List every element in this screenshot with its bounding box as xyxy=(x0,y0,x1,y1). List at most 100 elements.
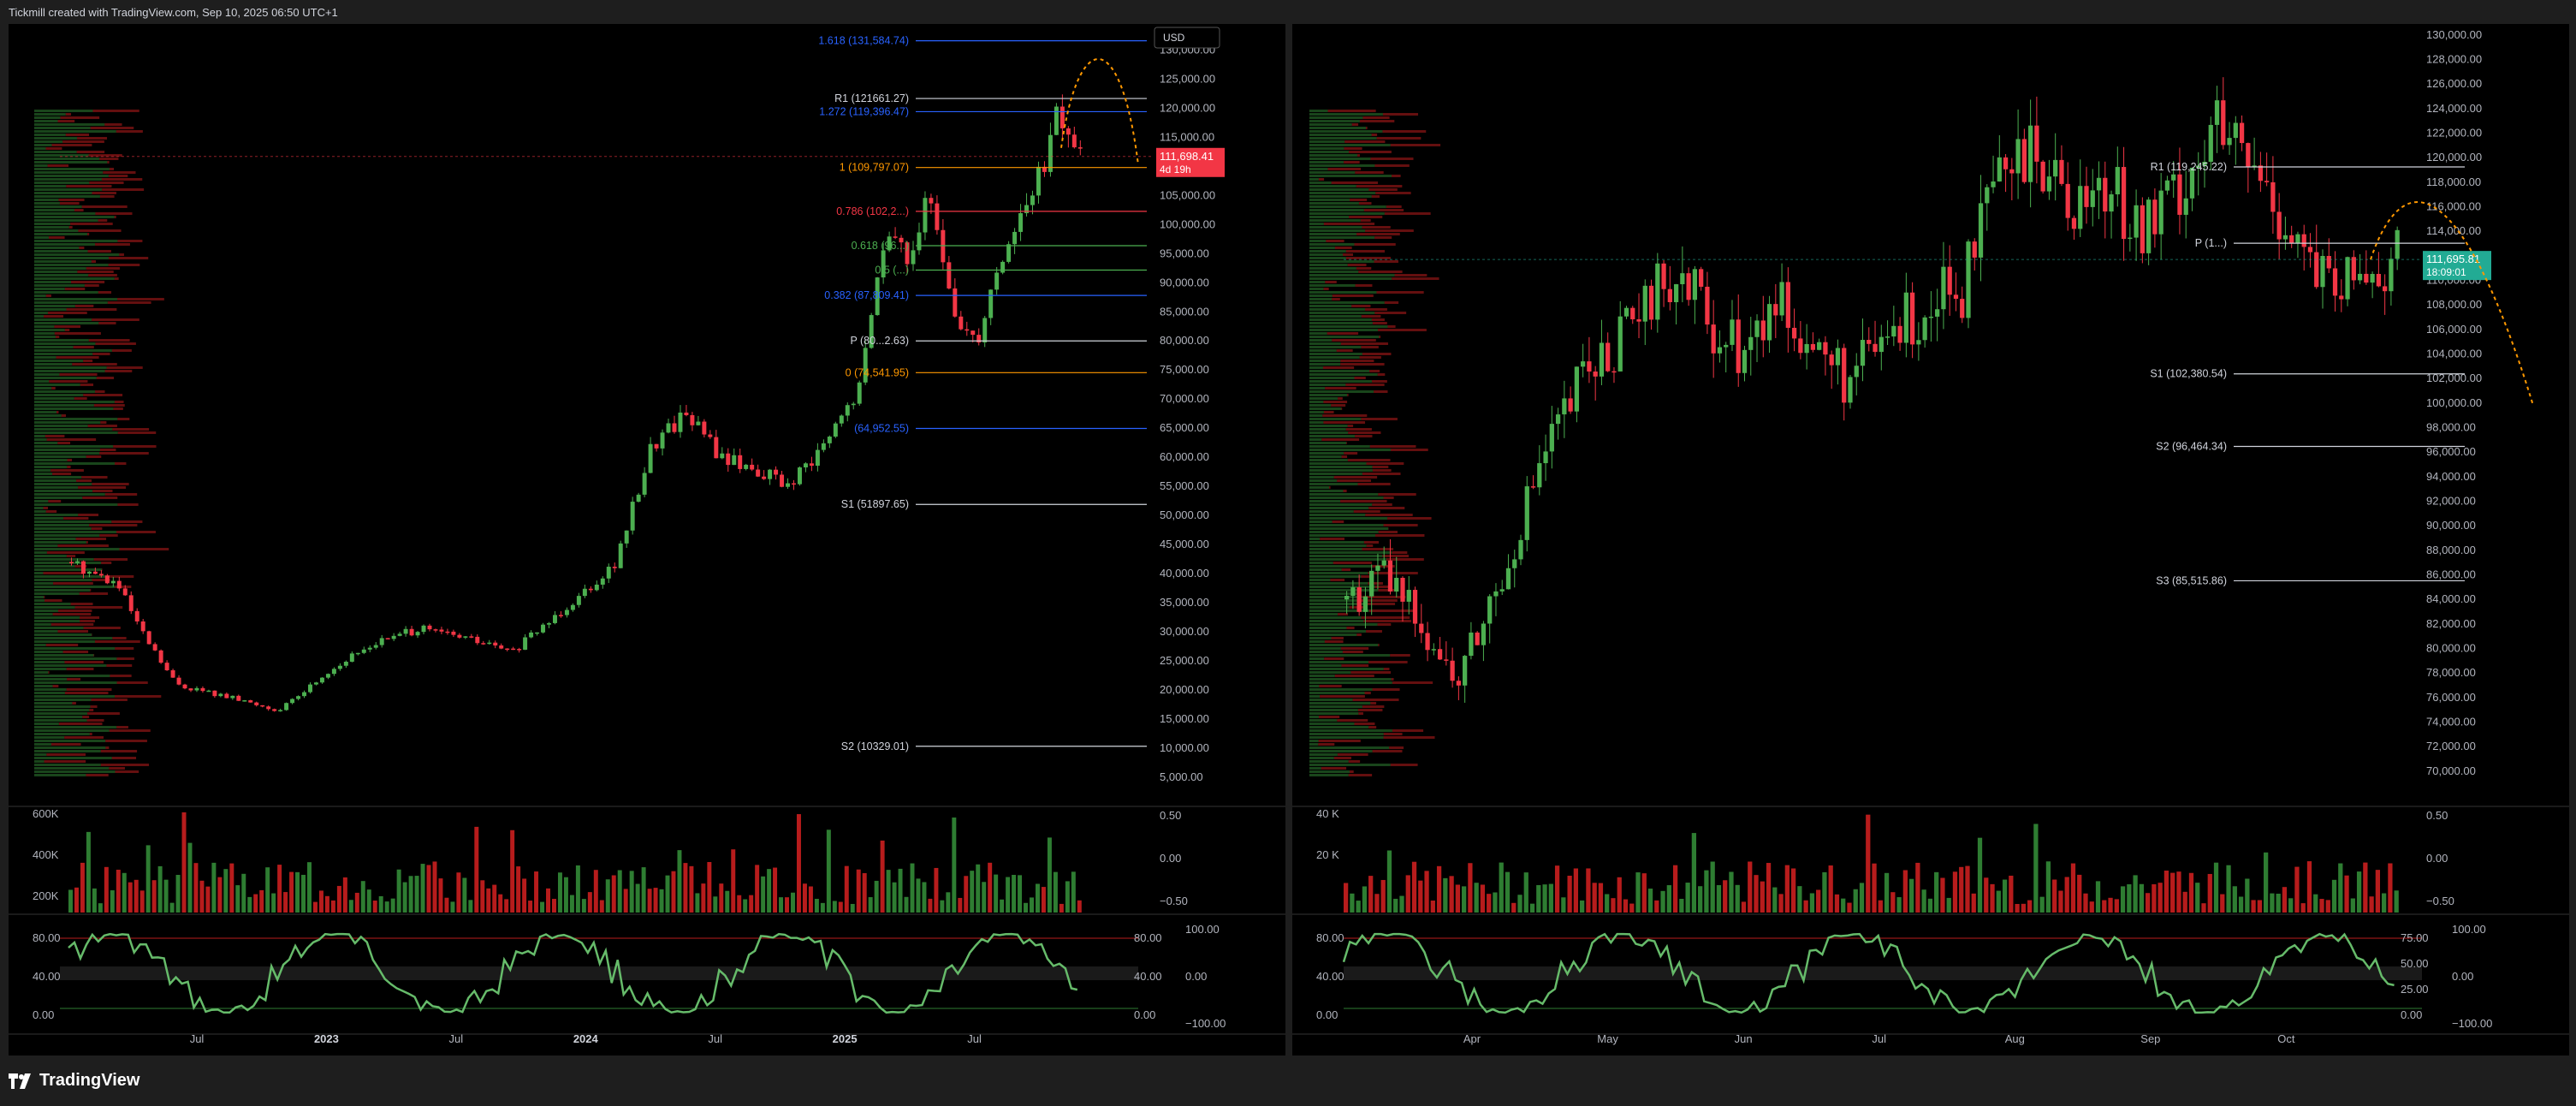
volume-bar xyxy=(1816,889,1821,913)
osc2-left-label: 80.00 xyxy=(33,931,61,944)
volume-profile-bar-down xyxy=(79,592,109,595)
candle-body xyxy=(254,702,259,705)
volume-profile-bar-down xyxy=(74,565,87,568)
volume-profile-bar-down xyxy=(57,630,89,633)
volume-profile-bar-down xyxy=(95,342,136,345)
volume-bar xyxy=(904,896,909,913)
volume-bar xyxy=(2070,863,2076,913)
volume-profile-bar-down xyxy=(1377,623,1392,626)
volume-bar xyxy=(1053,871,1058,913)
candle-body xyxy=(678,412,683,432)
candle-body xyxy=(457,634,462,638)
candle-body xyxy=(1000,261,1006,273)
volume-profile-bar-down xyxy=(1355,284,1373,287)
volume-profile-bar-down xyxy=(46,551,85,554)
volume-profile-bar-down xyxy=(1356,233,1400,235)
volume-profile-bar-up xyxy=(1309,223,1324,225)
volume-profile-bar-down xyxy=(88,339,130,342)
volume-bar xyxy=(390,898,395,913)
volume-profile-bar-up xyxy=(1309,226,1362,229)
volume-profile-bar-up xyxy=(34,291,98,294)
volume-bar xyxy=(378,895,383,913)
volume-profile-bar-down xyxy=(95,243,130,246)
volume-profile-bar-up xyxy=(1309,168,1328,170)
candle-body xyxy=(965,329,970,331)
volume-profile-bar-down xyxy=(1372,688,1400,691)
price-tag-countdown: 4d 19h xyxy=(1160,164,1191,175)
candle-body xyxy=(564,609,569,615)
volume-bar xyxy=(1672,865,1678,913)
volume-profile-bar-down xyxy=(117,431,157,434)
volume-profile-bar-down xyxy=(84,284,99,287)
volume-bar xyxy=(1598,883,1604,913)
tradingview-brand[interactable]: TradingView xyxy=(9,1071,139,1091)
volume-profile-bar-up xyxy=(34,592,80,595)
footer-bar: TradingView xyxy=(0,1055,2576,1106)
candle-body xyxy=(523,637,528,650)
volume-bar xyxy=(128,882,133,913)
volume-profile-bar-up xyxy=(34,120,58,122)
volume-bar xyxy=(1592,883,1597,913)
volume-profile-bar-up xyxy=(34,428,113,431)
volume-bar xyxy=(2045,861,2051,913)
candle-body xyxy=(2301,234,2306,247)
candle-body xyxy=(325,674,330,678)
candle-body xyxy=(2376,274,2382,287)
candle-body xyxy=(863,348,868,383)
volume-profile-bar-up xyxy=(34,308,67,311)
volume-profile-bar-up xyxy=(34,473,53,475)
volume-profile-bar-down xyxy=(1362,705,1385,708)
y-tick-label: 92,000.00 xyxy=(2426,495,2476,508)
candle-body xyxy=(750,464,755,470)
volume-bar xyxy=(2257,900,2263,913)
candle-body xyxy=(803,463,808,468)
volume-bar xyxy=(2058,890,2063,913)
candle-body xyxy=(702,421,707,435)
volume-bar xyxy=(2306,861,2312,913)
candle-body xyxy=(80,561,86,574)
candle-body xyxy=(1667,288,1672,303)
left-chart-panel[interactable]: 130,000.00 125,000.00 120,000.00 115,000.00… xyxy=(9,24,1285,1055)
volume-profile-bar-up xyxy=(1309,281,1326,283)
candle-body xyxy=(134,610,139,621)
volume-profile-bar-up xyxy=(34,390,95,393)
volume-profile-bar-down xyxy=(1378,493,1416,496)
volume-profile-bar-up xyxy=(1309,370,1370,372)
candle-body xyxy=(487,642,492,645)
volume-profile-bar-down xyxy=(1346,627,1355,629)
volume-bar xyxy=(1934,871,1939,913)
volume-profile-bar-up xyxy=(1309,425,1348,427)
volume-bar xyxy=(1411,861,1417,913)
volume-profile-bar-up xyxy=(1309,733,1384,735)
right-chart-panel[interactable]: 130,000.00 128,000.00 126,000.00 124,000.00… xyxy=(1292,24,2569,1055)
volume-profile-bar-up xyxy=(34,250,88,253)
left-chart-svg[interactable]: 130,000.00125,000.00120,000.00115,000.00… xyxy=(9,24,1285,1055)
candle-body xyxy=(230,695,235,699)
volume-bar xyxy=(713,896,718,913)
candle-body xyxy=(1680,273,1685,285)
volume-profile-bar-down xyxy=(1355,435,1373,437)
volume-profile-bar-down xyxy=(1347,459,1391,461)
right-chart-svg[interactable]: 130,000.00128,000.00126,000.00124,000.00… xyxy=(1292,24,2569,1055)
volume-profile-bar-up xyxy=(1309,414,1323,417)
volume-bar xyxy=(277,865,282,913)
volume-profile-bar-down xyxy=(1357,154,1360,157)
volume-profile-bar-down xyxy=(1372,322,1387,324)
volume-profile-bar-up xyxy=(1309,469,1373,472)
candle-body xyxy=(224,693,229,699)
candle-body xyxy=(2233,122,2238,139)
volume-profile-bar-down xyxy=(64,661,104,663)
candle-body xyxy=(266,706,271,710)
candle-body xyxy=(923,198,928,233)
volume-profile-bar-up xyxy=(1309,753,1338,756)
volume-profile-bar-up xyxy=(1309,544,1367,547)
volume-profile-bar-down xyxy=(1350,199,1368,201)
volume-bar xyxy=(593,870,598,913)
volume-profile-bar-down xyxy=(91,699,128,701)
volume-bar xyxy=(175,875,181,913)
volume-profile-bar-down xyxy=(91,260,97,263)
volume-profile-bar-up xyxy=(1309,110,1328,112)
volume-profile-bar-down xyxy=(99,534,118,537)
volume-profile-bar-up xyxy=(34,240,118,242)
volume-profile-bar-up xyxy=(34,657,117,660)
